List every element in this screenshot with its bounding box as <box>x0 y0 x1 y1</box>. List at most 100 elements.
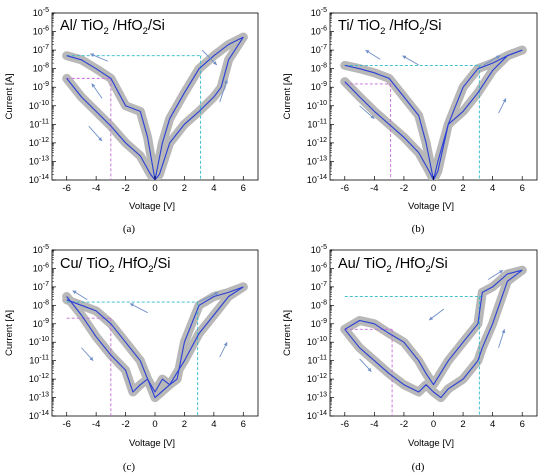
y-tick-exponent: -6 <box>321 26 327 33</box>
y-tick-exponent: -11 <box>39 118 49 125</box>
panel-title: Al/ TiO2 /HfO2/Si <box>60 18 165 37</box>
y-tick-exponent: -6 <box>321 262 327 269</box>
x-axis-label: Voltage [V] <box>129 201 175 212</box>
measurement-band-1 <box>62 282 248 403</box>
iv-trace-1 <box>66 286 244 399</box>
title-segment: /Si <box>154 256 171 272</box>
data-layer <box>62 32 248 180</box>
y-tick-label: 10-12 <box>307 137 327 148</box>
x-tick-label: -4 <box>92 183 100 194</box>
sweep-arrow-head <box>370 115 375 119</box>
sweep-arrow-head <box>90 53 95 57</box>
y-tick-exponent: -5 <box>321 7 327 14</box>
x-axis-label: Voltage [V] <box>408 438 454 449</box>
y-tick-label: 10-8 <box>33 63 49 74</box>
y-tick-label: 10-13 <box>307 155 327 166</box>
y-axis-label: Current [A] <box>4 310 15 356</box>
y-axis-label: Current [A] <box>282 74 293 120</box>
y-tick-exponent: -9 <box>321 318 327 325</box>
data-layer <box>340 45 527 180</box>
y-tick-label: 10-9 <box>33 81 49 92</box>
x-tick-label: 2 <box>460 419 465 430</box>
y-tick-exponent: -14 <box>317 174 327 181</box>
y-tick-exponent: -5 <box>43 244 49 251</box>
y-tick-base: 10 <box>29 138 39 148</box>
y-tick-base: 10 <box>33 282 43 292</box>
y-tick-exponent: -7 <box>43 281 49 288</box>
y-tick-base: 10 <box>33 82 43 92</box>
y-tick-base: 10 <box>33 64 43 74</box>
title-segment: /HfO <box>109 18 143 34</box>
x-tick-label: 6 <box>520 183 525 194</box>
sweep-arrow-head <box>213 61 217 65</box>
x-tick-label: 4 <box>211 183 216 194</box>
title-segment: /Si <box>425 18 442 34</box>
panel-title: Ti/ TiO2 /HfO2/Si <box>338 18 442 37</box>
panel-title: Au/ TiO2 /HfO2/Si <box>338 256 448 275</box>
y-tick-base: 10 <box>307 374 317 384</box>
y-tick-label: 10-10 <box>29 100 49 111</box>
y-tick-base: 10 <box>307 337 317 347</box>
iv-trace-0 <box>66 286 244 393</box>
x-tick-label: 2 <box>182 419 187 430</box>
y-tick-base: 10 <box>311 245 321 255</box>
y-tick-base: 10 <box>311 282 321 292</box>
y-axis-label: Current [A] <box>282 310 293 356</box>
title-subscript: 2 <box>104 26 109 37</box>
y-tick-base: 10 <box>311 263 321 273</box>
x-tick-label: -6 <box>341 419 349 430</box>
chart-panel-3: 10-1410-1310-1210-1110-1010-910-810-710-… <box>282 244 538 473</box>
title-segment: Cu/ TiO <box>60 256 109 272</box>
iv-trace-0 <box>66 36 244 180</box>
sweep-arrow-head <box>365 50 370 54</box>
sweep-arrow-head <box>89 356 94 361</box>
y-tick-exponent: -7 <box>321 44 327 51</box>
y-tick-exponent: -7 <box>43 44 49 51</box>
sweep-arrow-head <box>91 83 96 88</box>
y-tick-base: 10 <box>307 411 317 421</box>
x-tick-label: -4 <box>92 419 100 430</box>
y-tick-label: 10-9 <box>311 318 327 329</box>
y-tick-exponent: -7 <box>321 281 327 288</box>
panel-letter: (d) <box>412 461 425 473</box>
y-tick-label: 10-13 <box>29 392 49 403</box>
y-tick-base: 10 <box>29 119 39 129</box>
y-tick-exponent: -11 <box>317 118 327 125</box>
y-tick-base: 10 <box>29 356 39 366</box>
title-segment: /HfO <box>114 256 148 272</box>
y-tick-base: 10 <box>29 374 39 384</box>
y-tick-label: 10-14 <box>307 174 327 185</box>
y-tick-label: 10-13 <box>29 155 49 166</box>
measurement-band-0 <box>62 282 248 397</box>
title-segment: Al/ TiO <box>60 18 104 34</box>
title-subscript: 2 <box>386 264 391 275</box>
y-tick-label: 10-5 <box>311 244 327 255</box>
x-tick-label: 4 <box>490 183 495 194</box>
y-tick-base: 10 <box>311 319 321 329</box>
x-tick-label: -6 <box>62 183 70 194</box>
title-segment: /HfO <box>392 256 426 272</box>
y-tick-label: 10-12 <box>307 373 327 384</box>
y-tick-base: 10 <box>33 245 43 255</box>
y-tick-base: 10 <box>311 64 321 74</box>
y-tick-label: 10-11 <box>307 355 327 366</box>
sweep-arrow-head <box>429 316 433 321</box>
iv-trace-0 <box>344 269 523 399</box>
x-tick-label: 2 <box>182 183 187 194</box>
y-tick-label: 10-11 <box>29 355 49 366</box>
y-tick-label: 10-10 <box>29 336 49 347</box>
panel-letter: (c) <box>123 461 136 473</box>
y-tick-label: 10-14 <box>307 410 327 421</box>
iv-trace-1 <box>344 269 523 386</box>
y-tick-base: 10 <box>29 156 39 166</box>
y-tick-label: 10-11 <box>307 118 327 129</box>
y-tick-label: 10-7 <box>33 44 49 55</box>
y-tick-base: 10 <box>307 138 317 148</box>
y-tick-label: 10-13 <box>307 392 327 403</box>
y-tick-base: 10 <box>29 393 39 403</box>
iv-trace-0 <box>344 49 523 180</box>
data-layer <box>62 282 248 416</box>
sweep-arrow-head <box>130 303 134 307</box>
y-tick-base: 10 <box>33 263 43 273</box>
y-tick-exponent: -8 <box>321 299 327 306</box>
